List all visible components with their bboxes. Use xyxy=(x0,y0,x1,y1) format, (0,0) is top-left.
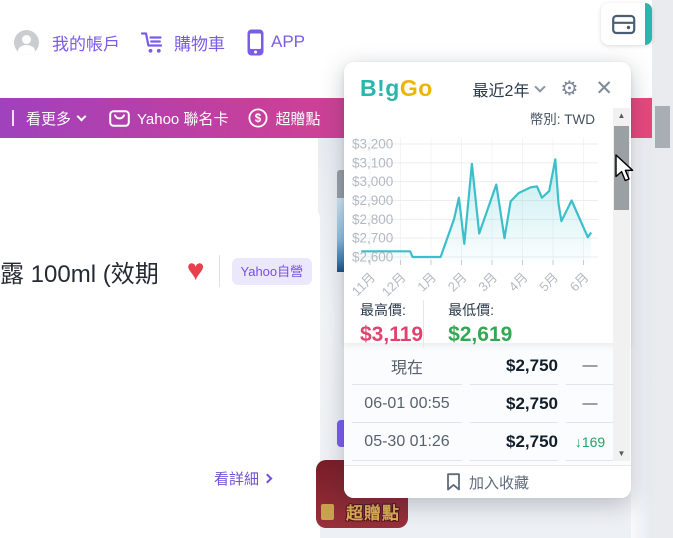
biggo-popup: B!gGo 最近2年 ⚙ ✕ 幣別: TWD 11月 12月 1月 2月 3月 4月 5月 6… xyxy=(344,62,631,498)
promo-banner-label: 超贈點 xyxy=(346,504,400,523)
see-details-link[interactable]: 看詳細 xyxy=(214,468,273,489)
phone-icon xyxy=(247,29,264,55)
chevron-down-icon xyxy=(534,80,547,93)
svg-text:12月: 12月 xyxy=(379,270,409,300)
image-fragment-gray xyxy=(337,170,344,198)
account-bar: 我的帳戶 購物車 APP xyxy=(14,28,305,56)
row-change: — xyxy=(566,385,614,423)
price-row: 現在 $2,750— xyxy=(344,347,614,385)
price-chart-svg: 11月 12月 1月 2月 3月 4月 5月 6月 $3,200 $3,100 $3,000 $2,9… xyxy=(349,137,598,300)
cart-label: 購物車 xyxy=(174,34,225,54)
chevron-down-icon xyxy=(76,111,87,121)
row-date: 現在 xyxy=(352,347,462,385)
row-change: ↓169 xyxy=(566,423,614,461)
chevron-right-icon xyxy=(262,473,273,484)
svg-text:$3,200: $3,200 xyxy=(352,137,393,152)
svg-text:$2,800: $2,800 xyxy=(352,212,393,227)
row-date: 05-30 01:26 xyxy=(352,423,462,461)
scroll-down-arrow[interactable]: ▼ xyxy=(617,449,626,458)
bookmark-icon xyxy=(447,473,460,491)
add-favorite-label: 加入收藏 xyxy=(468,474,529,492)
add-favorite-button[interactable]: 加入收藏 xyxy=(344,465,631,498)
nav-see-more[interactable]: 看更多 xyxy=(26,108,87,129)
nav-divider xyxy=(12,110,14,126)
avatar-head xyxy=(22,34,31,44)
highest-price: 最高價: $3,119 xyxy=(344,300,423,347)
product-title: 露 100ml (效期 xyxy=(0,260,159,288)
price-history-chart[interactable]: 11月 12月 1月 2月 3月 4月 5月 6月 $3,200 $3,100 $3,000 $2,9… xyxy=(349,132,606,304)
row-price: $2,750 xyxy=(470,385,558,423)
scroll-up-arrow[interactable]: ▲ xyxy=(617,111,626,120)
price-stats: 最高價: $3,119 最低價: $2,619 xyxy=(344,300,614,347)
svg-text:1月: 1月 xyxy=(414,270,439,295)
row-price: $2,750 xyxy=(470,347,558,385)
close-icon[interactable]: ✕ xyxy=(595,76,613,100)
my-account-link[interactable]: 我的帳戶 xyxy=(52,30,120,55)
biggo-logo: B!gGo xyxy=(360,75,433,101)
promo-banner-graphic xyxy=(321,504,334,520)
mouse-cursor xyxy=(615,154,634,182)
price-row: 06-01 00:55 $2,750— xyxy=(344,385,614,423)
lowest-price: 最低價: $2,619 xyxy=(423,300,512,347)
highest-price-label: 最高價: xyxy=(360,302,406,318)
highest-price-value: $3,119 xyxy=(360,323,424,346)
row-change: — xyxy=(566,347,614,385)
currency-label: 幣別: TWD xyxy=(529,112,595,127)
range-selector[interactable]: 最近2年 xyxy=(472,77,547,101)
yahoo-store-badge: Yahoo自營 xyxy=(231,257,313,285)
nav-yahoo-card[interactable]: Yahoo 聯名卡 xyxy=(109,108,228,129)
svg-text:$2,900: $2,900 xyxy=(352,193,393,208)
svg-text:4月: 4月 xyxy=(506,270,531,295)
app-label: APP xyxy=(271,32,306,51)
my-account-label: 我的帳戶 xyxy=(52,34,120,54)
row-date: 06-01 00:55 xyxy=(352,385,462,423)
biggo-extension-button[interactable] xyxy=(601,3,652,45)
nav-points[interactable]: $ 超贈點 xyxy=(248,108,320,129)
price-table: 現在 $2,750—06-01 00:55 $2,750—05-30 01:26 $2… xyxy=(344,347,614,461)
svg-text:$3,100: $3,100 xyxy=(352,155,393,170)
divider xyxy=(218,255,220,287)
nav-see-more-label: 看更多 xyxy=(26,110,72,128)
row-price: $2,750 xyxy=(470,423,558,461)
svg-text:2月: 2月 xyxy=(445,270,470,295)
browser-scrollbar-thumb[interactable] xyxy=(655,106,670,148)
envelope-icon xyxy=(109,109,130,127)
see-details-label: 看詳細 xyxy=(214,471,260,488)
svg-text:$: $ xyxy=(255,113,262,125)
nav-points-label: 超贈點 xyxy=(275,110,321,128)
cart-link[interactable]: 購物車 xyxy=(140,30,225,55)
dollar-coin-icon: $ xyxy=(248,108,268,128)
avatar-bust xyxy=(18,44,35,55)
image-fragment-purple xyxy=(337,420,344,447)
svg-text:11月: 11月 xyxy=(352,270,378,299)
svg-text:6月: 6月 xyxy=(567,270,592,295)
svg-text:3月: 3月 xyxy=(475,270,500,295)
extension-accent-strip xyxy=(645,3,652,45)
product-title-row: 露 100ml (效期 ♥ Yahoo自營 xyxy=(0,250,313,292)
page-edge-gradient xyxy=(631,138,652,538)
svg-text:$2,700: $2,700 xyxy=(352,231,393,246)
svg-text:5月: 5月 xyxy=(536,270,561,295)
cart-icon xyxy=(140,31,163,53)
popup-header: B!gGo 最近2年 ⚙ ✕ xyxy=(360,75,613,102)
avatar[interactable] xyxy=(14,29,39,55)
image-fragment-blue xyxy=(337,198,344,272)
price-row: 05-30 01:26 $2,750 ↓169 xyxy=(344,423,614,461)
range-selector-label: 最近2年 xyxy=(472,82,530,100)
settings-gear-icon[interactable]: ⚙ xyxy=(560,77,579,100)
favorite-heart-icon[interactable]: ♥ xyxy=(186,254,205,287)
svg-text:$2,600: $2,600 xyxy=(352,250,393,265)
browser-scrollbar[interactable] xyxy=(652,0,673,538)
lowest-price-value: $2,619 xyxy=(448,323,513,346)
lowest-price-label: 最低價: xyxy=(448,302,494,318)
price-tag-card-icon xyxy=(612,14,636,35)
nav-yahoo-card-label: Yahoo 聯名卡 xyxy=(137,110,229,128)
svg-text:$3,000: $3,000 xyxy=(352,174,393,189)
app-link[interactable]: APP xyxy=(247,29,305,56)
